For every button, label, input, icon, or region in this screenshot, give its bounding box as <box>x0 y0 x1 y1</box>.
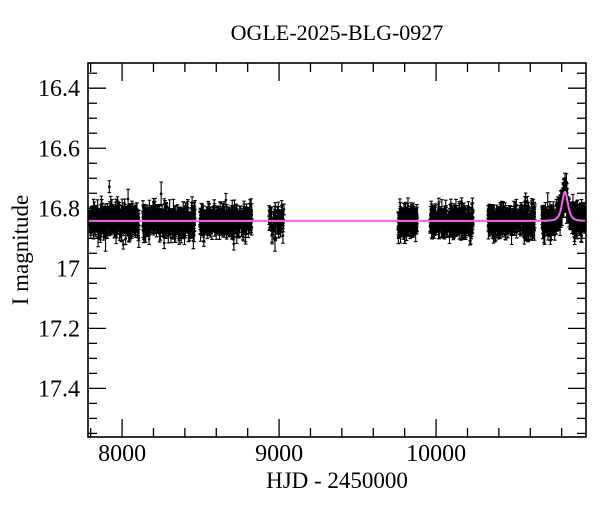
error-bars <box>88 172 586 252</box>
photometry-points <box>88 179 586 246</box>
plot-frame <box>87 62 587 438</box>
x-axis-label: HJD - 2450000 <box>266 468 408 493</box>
y-axis-label: I magnitude <box>8 194 33 306</box>
axis-ticks <box>88 63 586 437</box>
data-points <box>88 172 586 252</box>
model-curve <box>88 190 586 222</box>
x-tick-label: 10000 <box>406 441 466 467</box>
y-tick-label: 16.8 <box>38 196 80 222</box>
chart-title: OGLE-2025-BLG-0927 <box>230 20 444 45</box>
y-tick-label: 17.4 <box>38 376 80 402</box>
x-tick-label: 9000 <box>255 441 303 467</box>
x-tick-label: 8000 <box>98 441 146 467</box>
y-tick-label: 16.4 <box>38 76 80 102</box>
y-tick-label: 17.2 <box>38 316 80 342</box>
tick-labels: 8000 9000 10000 16.4 16.6 16.8 17 17.2 17.4 <box>38 76 466 467</box>
y-tick-label: 16.6 <box>38 136 80 162</box>
y-tick-label: 17 <box>56 256 80 282</box>
